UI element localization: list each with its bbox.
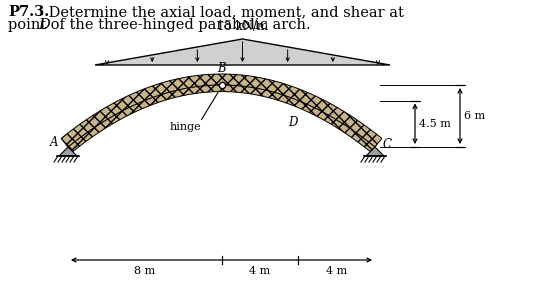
Polygon shape <box>61 74 382 152</box>
Text: Determine the axial load, moment, and shear at: Determine the axial load, moment, and sh… <box>44 5 404 19</box>
Text: 15 kN/m: 15 kN/m <box>217 20 268 33</box>
Text: point: point <box>8 18 51 32</box>
Text: C: C <box>383 138 392 152</box>
Text: hinge: hinge <box>169 122 201 132</box>
Text: P7.3.: P7.3. <box>8 5 49 19</box>
Polygon shape <box>366 147 384 156</box>
Text: 4 m: 4 m <box>326 266 347 276</box>
Polygon shape <box>59 147 77 156</box>
Text: of the three-hinged parabolic arch.: of the three-hinged parabolic arch. <box>46 18 310 32</box>
Text: D: D <box>288 117 298 130</box>
Text: D: D <box>38 18 50 32</box>
Text: 4.5 m: 4.5 m <box>419 119 451 129</box>
Text: 6 m: 6 m <box>464 111 485 121</box>
Text: B: B <box>217 62 226 75</box>
Polygon shape <box>95 39 390 65</box>
Text: 8 m: 8 m <box>134 266 155 276</box>
Text: A: A <box>49 137 58 150</box>
Text: 4 m: 4 m <box>249 266 271 276</box>
